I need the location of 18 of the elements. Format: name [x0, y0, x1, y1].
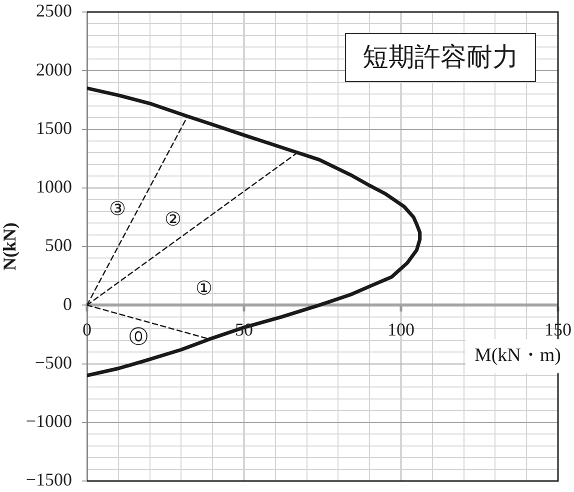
- y-tick-label: 1000: [36, 176, 72, 197]
- y-tick-label: 2000: [36, 59, 72, 80]
- x-tick-label: 0: [82, 320, 92, 340]
- annotation: ①: [195, 278, 212, 300]
- series-label: ③: [108, 198, 126, 220]
- y-tick-label: 2500: [36, 0, 72, 21]
- y-tick-label: 1500: [36, 118, 72, 138]
- y-tick-label: 0: [63, 294, 72, 314]
- y-tick-label: −1500: [26, 470, 72, 490]
- x-axis-title: M(kN・m): [474, 345, 561, 366]
- x-tick-label: 100: [388, 320, 414, 340]
- y-tick-label: −1000: [26, 411, 72, 432]
- text: 短期許容耐力: [362, 42, 518, 72]
- y-tick-label: 500: [45, 235, 72, 256]
- y-axis-title: N(kN): [0, 222, 20, 270]
- series-label: ⓪: [129, 327, 148, 348]
- y-tick-label: −500: [34, 352, 72, 372]
- series-label: ②: [164, 209, 182, 230]
